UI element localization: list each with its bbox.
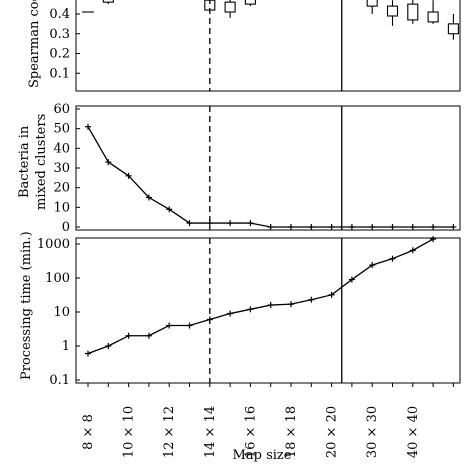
- box-body: [407, 3, 419, 21]
- panel-bacteria-ylabel-line1: Bacteria in: [17, 125, 32, 198]
- panel-spearman-ticks: 0.4 0.3 0.2 0.1: [49, 7, 80, 81]
- box-body: [386, 5, 399, 17]
- x-tick-label: 18 × 18: [284, 406, 299, 458]
- p3-ytick-label: 1: [62, 339, 70, 354]
- panel-bacteria-series: [85, 123, 457, 230]
- bacteria-line: [87, 126, 454, 228]
- p3-ytick-label: 1000: [37, 237, 70, 252]
- panel-processing-time: 1000 100 10 1 0.1 Processing time (min.): [19, 231, 461, 388]
- panel-bacteria-ticks: 0 10 20 30 40 50 60: [53, 102, 80, 235]
- x-tick-label: 8 × 8: [81, 414, 96, 450]
- box-body: [447, 23, 459, 35]
- x-tick-label: 12 × 12: [162, 406, 177, 458]
- x-axis-title: Map size: [233, 448, 292, 463]
- box-body: [244, 0, 256, 5]
- x-tick-label: 20 × 20: [325, 406, 340, 458]
- p2-ytick-label: 0: [62, 220, 70, 235]
- panel-spearman-frame: [75, 0, 461, 92]
- box-body: [427, 11, 439, 23]
- p2-ytick-label: 10: [53, 200, 70, 215]
- x-tick-label: 30 × 30: [365, 406, 380, 458]
- x-tick-label: 10 × 10: [122, 406, 137, 458]
- p2-ytick-label: 40: [53, 141, 70, 156]
- p2-ytick-label: 50: [53, 122, 70, 137]
- p2-ytick-label: 30: [53, 161, 70, 176]
- x-tick-label: 16 × 16: [243, 406, 258, 458]
- box-body: [224, 1, 236, 13]
- panel-spearman-boxes: [82, 0, 459, 40]
- p1-ytick-label: 0.1: [49, 66, 70, 81]
- panel-bacteria-frame: [75, 105, 461, 231]
- p1-ytick-label: 0.4: [49, 7, 70, 22]
- panel-time-frame: [75, 237, 461, 384]
- p3-ytick-label: 0.1: [49, 373, 70, 388]
- p1-ytick-label: 0.2: [49, 47, 70, 62]
- p2-ytick-label: 60: [53, 102, 70, 117]
- x-tick-label: 14 × 14: [203, 406, 218, 458]
- panel-time-ylabel: Processing time (min.): [19, 231, 34, 380]
- box-body: [366, 0, 378, 7]
- p1-ytick-label: 0.3: [49, 27, 70, 42]
- reference-lines: [209, 0, 343, 383]
- x-axis: 8 × 8 10 × 10 12 × 12 14 × 14 16 × 16 18 × 18…: [81, 383, 454, 458]
- p3-ytick-label: 10: [53, 305, 70, 320]
- time-line: [87, 238, 434, 355]
- panel-time-series: [85, 236, 437, 357]
- box-body: [102, 0, 114, 3]
- p2-ytick-label: 20: [53, 181, 70, 196]
- panel-bacteria-ylabel-line2: mixed clusters: [34, 114, 49, 210]
- panel-bacteria: 0 10 20 30 40 50 60 Bacteria in mixed clusters: [17, 102, 461, 235]
- x-tick-label: 40 × 40: [406, 406, 421, 458]
- p3-ytick-label: 100: [45, 271, 70, 286]
- panel-spearman-ylabel: Spearman coef: [27, 0, 42, 88]
- panel-spearman: 0.4 0.3 0.2 0.1 Spearman coef: [27, 0, 461, 92]
- panel-time-ticks: 1000 100 10 1 0.1: [37, 237, 80, 388]
